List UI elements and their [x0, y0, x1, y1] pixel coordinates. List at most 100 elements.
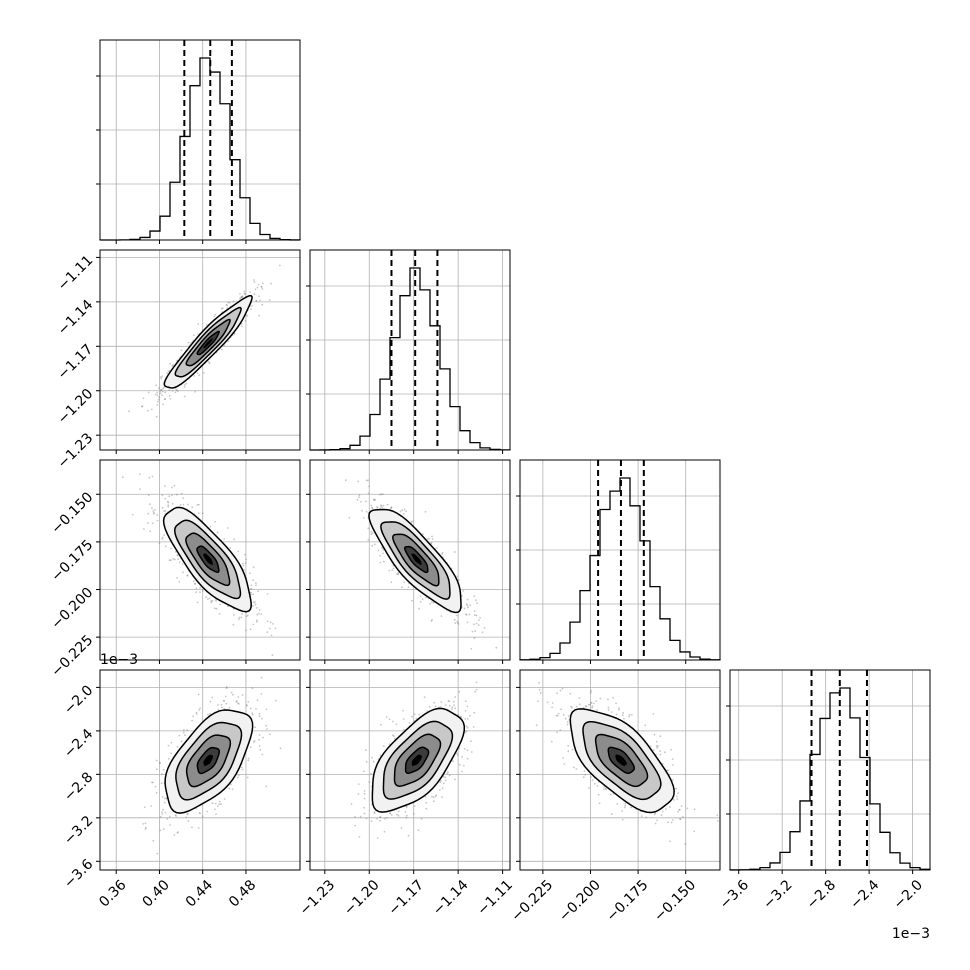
sample-point — [239, 297, 242, 299]
sample-point — [207, 713, 209, 716]
sample-point — [384, 817, 386, 820]
sample-point — [451, 708, 453, 710]
sample-point — [389, 812, 391, 815]
scatter-points — [344, 460, 498, 650]
sample-point — [251, 604, 254, 607]
sample-point — [260, 286, 263, 288]
sample-point — [368, 781, 371, 783]
sample-point — [225, 686, 228, 688]
sample-point — [407, 834, 410, 837]
sample-point — [393, 735, 395, 737]
sample-point — [462, 764, 465, 767]
sample-point — [217, 704, 219, 706]
sample-point — [240, 325, 243, 328]
sample-point — [174, 391, 177, 394]
sample-point — [388, 569, 391, 572]
sample-point — [164, 391, 167, 394]
sample-point — [192, 715, 195, 718]
contour-line — [380, 521, 451, 600]
sample-point — [590, 702, 593, 704]
sample-point — [185, 382, 188, 385]
sample-point — [470, 647, 473, 650]
sample-point — [465, 725, 468, 728]
sample-point — [141, 405, 144, 407]
sample-point — [266, 728, 268, 730]
density-fill — [203, 553, 213, 565]
sample-point — [354, 815, 356, 818]
sample-point — [266, 631, 269, 633]
sample-point — [466, 621, 469, 624]
sample-point — [244, 319, 247, 322]
sample-point — [218, 613, 221, 615]
sample-point — [139, 488, 141, 491]
sample-point — [221, 307, 224, 310]
histogram-step — [309, 267, 511, 451]
panel-frame — [99, 249, 301, 451]
sample-point — [130, 451, 132, 453]
sample-point — [164, 398, 166, 401]
sample-point — [396, 573, 398, 575]
scatter-points — [128, 264, 281, 418]
sample-point — [429, 602, 431, 605]
sample-point — [657, 745, 659, 748]
sample-point — [667, 769, 669, 771]
sample-point — [155, 791, 158, 794]
sample-point — [251, 305, 253, 307]
sample-point — [252, 601, 255, 604]
sample-point — [213, 607, 216, 610]
sample-point — [255, 300, 258, 302]
sample-point — [382, 560, 385, 563]
sample-point — [193, 583, 196, 585]
sample-point — [464, 700, 467, 703]
sample-point — [232, 300, 235, 303]
sample-point — [223, 798, 226, 800]
sample-point — [253, 279, 255, 281]
scatter-panel-3-1 — [306, 669, 511, 874]
sample-point — [615, 702, 617, 705]
sample-point — [256, 613, 259, 616]
sample-point — [411, 715, 413, 718]
sample-point — [163, 386, 165, 389]
sample-point — [229, 547, 232, 549]
sample-point — [419, 600, 422, 603]
sample-point — [367, 479, 369, 482]
sample-point — [156, 394, 159, 397]
sample-point — [148, 476, 151, 479]
sample-point — [220, 703, 223, 706]
sample-point — [168, 758, 170, 760]
sample-point — [365, 749, 367, 752]
sample-point — [156, 404, 159, 406]
sample-point — [151, 781, 153, 784]
sample-point — [195, 711, 198, 714]
sample-point — [381, 506, 383, 509]
sample-point — [483, 627, 486, 629]
sample-point — [432, 601, 435, 604]
sample-point — [185, 816, 188, 819]
sample-point — [169, 362, 172, 365]
sample-point — [160, 377, 163, 380]
sample-point — [465, 614, 468, 616]
sample-point — [239, 293, 241, 295]
sample-point — [211, 802, 214, 805]
sample-point — [460, 716, 462, 718]
contour-line — [175, 721, 243, 801]
sample-point — [178, 580, 181, 583]
sample-point — [419, 595, 422, 597]
sample-point — [475, 614, 478, 617]
sample-point — [373, 812, 376, 814]
sample-point — [360, 501, 362, 503]
sample-point — [362, 770, 365, 773]
sample-point — [177, 554, 179, 557]
sample-point — [397, 810, 400, 813]
sample-point — [405, 816, 408, 819]
sample-point — [205, 596, 207, 599]
sample-point — [174, 550, 177, 553]
sample-point — [373, 811, 376, 813]
sample-point — [182, 571, 184, 574]
sample-point — [469, 714, 471, 717]
sample-point — [146, 522, 149, 524]
sample-point — [432, 800, 435, 803]
sample-point — [254, 288, 257, 291]
sample-point — [258, 295, 260, 298]
